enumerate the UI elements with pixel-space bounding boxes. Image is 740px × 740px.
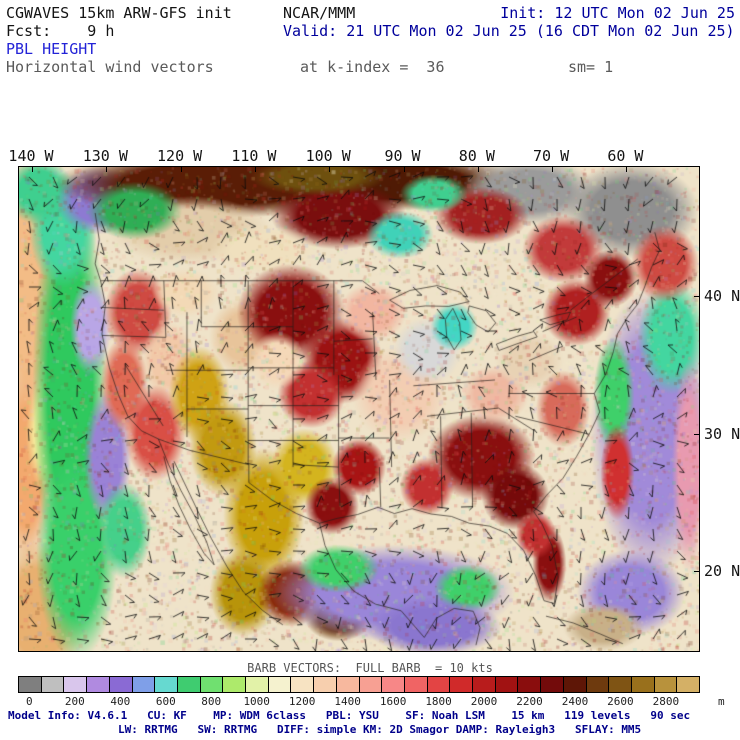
lon-tick (32, 167, 33, 172)
latitude-axis: 40 N 30 N 20 N (704, 166, 740, 652)
lon-tick (403, 167, 405, 172)
lon-label: 70 W (533, 147, 570, 165)
colorbar-cell (177, 677, 201, 692)
model-info-line1: Model Info: V4.6.1 CU: KF MP: WDM 6class… (8, 709, 691, 722)
colorbar-tick-label: 600 (155, 695, 176, 708)
lat-tick (694, 434, 699, 436)
smoothing: sm= 1 (568, 58, 614, 76)
colorbar-labels: 0 200 400 600 800 1000 1200 1400 1600 1800 2000 220… (18, 695, 740, 708)
colorbar-cell (87, 677, 110, 692)
center-name: NCAR/MMM (283, 4, 356, 22)
colorbar-cell (382, 677, 405, 692)
field-name: PBL HEIGHT (6, 40, 97, 58)
lat-label: 40 N (704, 286, 740, 305)
colorbar-cell (427, 677, 451, 692)
lon-label: 130 W (82, 147, 128, 165)
colorbar-cell (450, 677, 474, 692)
lon-tick (106, 167, 108, 172)
map-frame (18, 166, 700, 652)
colorbar-tick-label: 1400 (334, 695, 361, 708)
colorbar-tick-label: 1600 (379, 695, 407, 708)
colorbar-cell (314, 677, 337, 692)
colorbar-cell (495, 677, 519, 692)
forecast-hour: Fcst: 9 h (6, 22, 115, 40)
colorbar-cell (631, 677, 655, 692)
model-info-line2: LW: RRTMG SW: RRTMG DIFF: simple KM: 2D … (118, 723, 642, 736)
colorbar-unit: m (718, 695, 725, 708)
lon-label: 60 W (607, 147, 644, 165)
colorbar-tick-label: 2200 (516, 695, 543, 708)
lon-label: 140 W (8, 147, 54, 165)
colorbar-tick-label: 1000 (243, 695, 270, 708)
colorbar-tick-label: 800 (201, 695, 222, 708)
colorbar-cell (291, 677, 315, 692)
lon-label: 120 W (157, 147, 203, 165)
longitude-axis: 140 W 130 W 120 W 110 W 100 W 90 W 80 W 70 W 60 … (0, 147, 740, 165)
colorbar-cell (518, 677, 542, 692)
lon-tick (626, 167, 628, 172)
colorbar-cell (541, 677, 564, 692)
level-desc: at k-index = 36 (300, 58, 445, 76)
colorbar-tick-label: 2600 (607, 695, 634, 708)
colorbar-cell (19, 677, 42, 692)
lat-tick (694, 571, 699, 573)
colorbar-cell (223, 677, 247, 692)
colorbar-cell (586, 677, 610, 692)
pbl-height-map (19, 167, 699, 651)
valid-time: Valid: 21 UTC Mon 02 Jun 25 (16 CDT Mon … (283, 22, 735, 40)
colorbar-cell (654, 677, 678, 692)
colorbar (18, 676, 700, 693)
lon-tick (254, 167, 256, 172)
lon-label: 90 W (384, 147, 421, 165)
colorbar-cell (246, 677, 269, 692)
colorbar-tick-label: 2400 (561, 695, 589, 708)
colorbar-cell (200, 677, 224, 692)
colorbar-cell (41, 677, 65, 692)
vector-desc: Horizontal wind vectors (6, 58, 214, 76)
lon-tick (477, 167, 479, 172)
colorbar-cell (336, 677, 360, 692)
colorbar-cell (155, 677, 178, 692)
model-title: CGWAVES 15km ARW-GFS init (6, 4, 232, 22)
lat-tick (694, 295, 699, 297)
colorbar-tick-label: 2800 (652, 695, 680, 708)
lon-label: 80 W (458, 147, 495, 165)
lon-label: 100 W (305, 147, 351, 165)
colorbar-tick-label: 2000 (470, 695, 498, 708)
colorbar-cell (359, 677, 383, 692)
colorbar-cell (563, 677, 587, 692)
barb-caption: BARB VECTORS: FULL BARB = 10 kts (247, 661, 493, 675)
colorbar-cell (268, 677, 292, 692)
colorbar-cell (109, 677, 133, 692)
colorbar-tick-label: 400 (110, 695, 131, 708)
colorbar-cell (404, 677, 428, 692)
lat-label: 20 N (704, 562, 740, 581)
colorbar-tick-label: 0 (26, 695, 33, 708)
lon-label: 110 W (231, 147, 277, 165)
colorbar-cell (132, 677, 156, 692)
lon-tick (552, 167, 554, 172)
lat-label: 30 N (704, 425, 740, 444)
colorbar-cell (473, 677, 496, 692)
init-time: Init: 12 UTC Mon 02 Jun 25 (500, 4, 735, 22)
colorbar-cell (609, 677, 632, 692)
colorbar-cell (677, 677, 700, 692)
colorbar-tick-label: 1800 (425, 695, 452, 708)
colorbar-tick-label: 1200 (288, 695, 316, 708)
lon-tick (329, 167, 331, 172)
lon-tick (180, 167, 182, 172)
colorbar-cell (64, 677, 88, 692)
colorbar-tick-label: 200 (64, 695, 85, 708)
